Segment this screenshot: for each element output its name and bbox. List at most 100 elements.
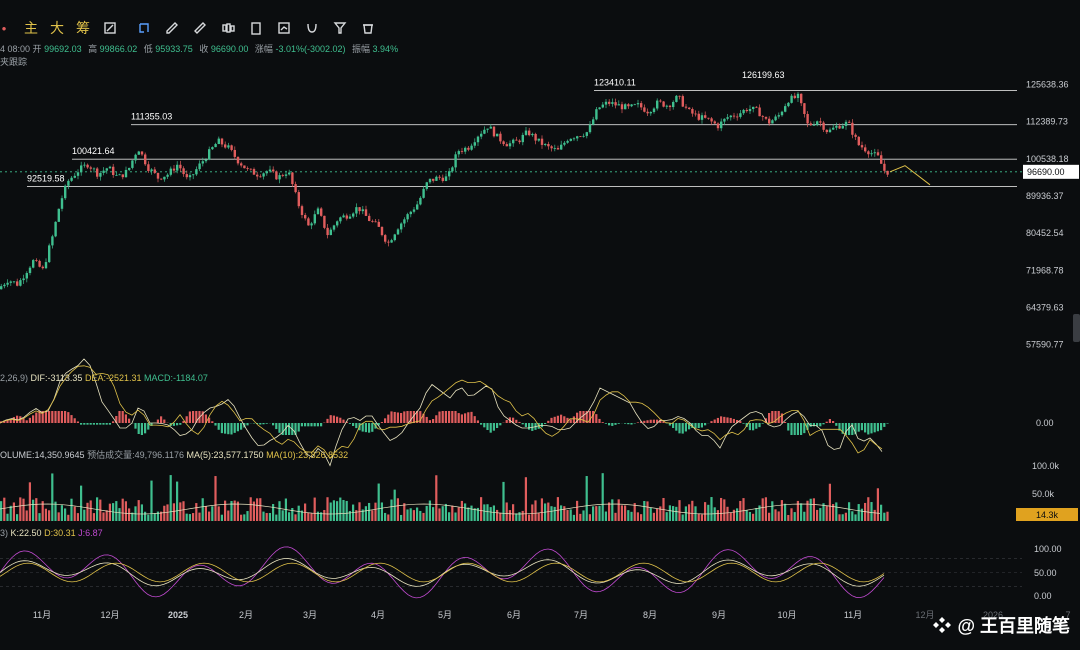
macd-bar <box>492 423 495 431</box>
macd-bar <box>444 411 447 423</box>
volume-bar <box>281 510 284 521</box>
close-label: 收 <box>199 44 209 54</box>
volume-bar <box>396 498 399 521</box>
candle-body <box>873 152 876 154</box>
macd-bar <box>876 423 879 432</box>
candle-body <box>534 133 537 141</box>
x-tick-6: 5月 <box>438 610 452 620</box>
drawing-icon[interactable] <box>276 20 292 36</box>
select-icon[interactable] <box>136 20 152 36</box>
candle-body <box>630 104 633 107</box>
volume-bar <box>368 502 371 521</box>
volume-ma5: MA(5):23,577.1750 <box>186 450 264 460</box>
candle-body <box>553 148 556 149</box>
volume-tag <box>1016 508 1078 521</box>
macd-bar <box>752 423 755 431</box>
volume-bar <box>531 504 534 521</box>
chart-setting-icon[interactable] <box>102 20 118 36</box>
dot-icon: • <box>1 20 7 36</box>
candle-body <box>73 175 76 178</box>
volume-bar <box>784 503 787 521</box>
kdj-d-line <box>0 562 885 583</box>
candle-body <box>428 178 432 183</box>
volume-bar <box>627 510 630 521</box>
candle-body <box>809 123 812 126</box>
current-price-tag <box>1023 164 1079 179</box>
volume-bar <box>774 509 777 521</box>
volume-bar <box>649 507 652 521</box>
pen-icon[interactable] <box>164 20 180 36</box>
candle-body <box>681 96 684 107</box>
volume-bar <box>44 508 47 521</box>
macd-bar <box>102 423 105 425</box>
macd-bar <box>473 416 476 423</box>
amplitude-label: 振幅 <box>352 44 371 54</box>
toolbar-chips[interactable]: 筹 <box>76 20 90 36</box>
volume-bar <box>467 507 470 521</box>
volume-bar <box>227 510 230 521</box>
clipboard-icon[interactable] <box>248 20 264 36</box>
candle-body <box>438 176 441 178</box>
macd-bar <box>272 423 275 426</box>
toolbar-big[interactable]: 大 <box>50 20 64 36</box>
macd-bar <box>704 423 707 426</box>
volume-bar <box>220 514 223 521</box>
candle-body <box>732 115 736 117</box>
candle-body <box>48 245 51 263</box>
candle-body <box>531 133 534 136</box>
macd-bar <box>598 418 601 423</box>
volume-bar <box>444 503 447 521</box>
candle-body <box>710 118 713 122</box>
macd-bar <box>204 414 207 423</box>
macd-bar <box>336 416 339 423</box>
candle-icon[interactable] <box>220 20 236 36</box>
candle-body <box>259 176 262 178</box>
macd-bar <box>192 411 195 423</box>
macd-dif: DIF:-3113.35 <box>30 373 83 383</box>
trash-icon[interactable] <box>360 20 376 36</box>
candle-body <box>848 121 851 123</box>
volume-bar <box>265 513 268 521</box>
candle-body <box>345 215 348 219</box>
candle-body <box>380 226 384 236</box>
candle-body <box>300 206 304 215</box>
macd-bar <box>156 419 159 423</box>
macd-bar <box>150 423 153 426</box>
volume-bar <box>25 510 28 521</box>
macd-bar <box>588 411 591 423</box>
volume-bar <box>390 499 393 521</box>
macd-bar <box>25 420 28 423</box>
volume-bar <box>880 504 883 521</box>
macd-bar <box>848 423 851 435</box>
candle-body <box>524 130 528 135</box>
volume-bar <box>723 499 726 521</box>
macd-bar <box>611 423 614 426</box>
macd-bar <box>313 423 316 427</box>
toolbar-main[interactable]: 主 <box>24 20 38 36</box>
volume-bar <box>672 506 675 521</box>
macd-bar <box>262 423 265 425</box>
macd-bar <box>857 423 860 432</box>
macd-bar <box>860 423 863 431</box>
x-tick-5: 4月 <box>371 610 385 620</box>
candle-body <box>556 148 560 150</box>
volume-legend: OLUME:14,350.9645 预估成交量:49,796.1176 MA(5… <box>0 448 348 461</box>
candle-body <box>502 141 505 145</box>
macd-bar <box>640 421 643 423</box>
candle-body <box>316 208 320 215</box>
volume-bar <box>297 505 300 521</box>
volume-bar <box>486 504 489 521</box>
macd-bar <box>652 419 655 423</box>
filter-icon[interactable] <box>332 20 348 36</box>
volume-bar <box>540 498 543 521</box>
candle-body <box>76 172 80 176</box>
volume-ma-line <box>0 503 881 515</box>
volume-bar <box>195 503 198 521</box>
ruler-icon[interactable] <box>192 20 208 36</box>
candle-body <box>275 171 278 180</box>
candle-body <box>796 93 800 99</box>
candle-body <box>704 115 707 118</box>
volume-bar <box>508 510 511 521</box>
magnet-icon[interactable] <box>304 20 320 36</box>
